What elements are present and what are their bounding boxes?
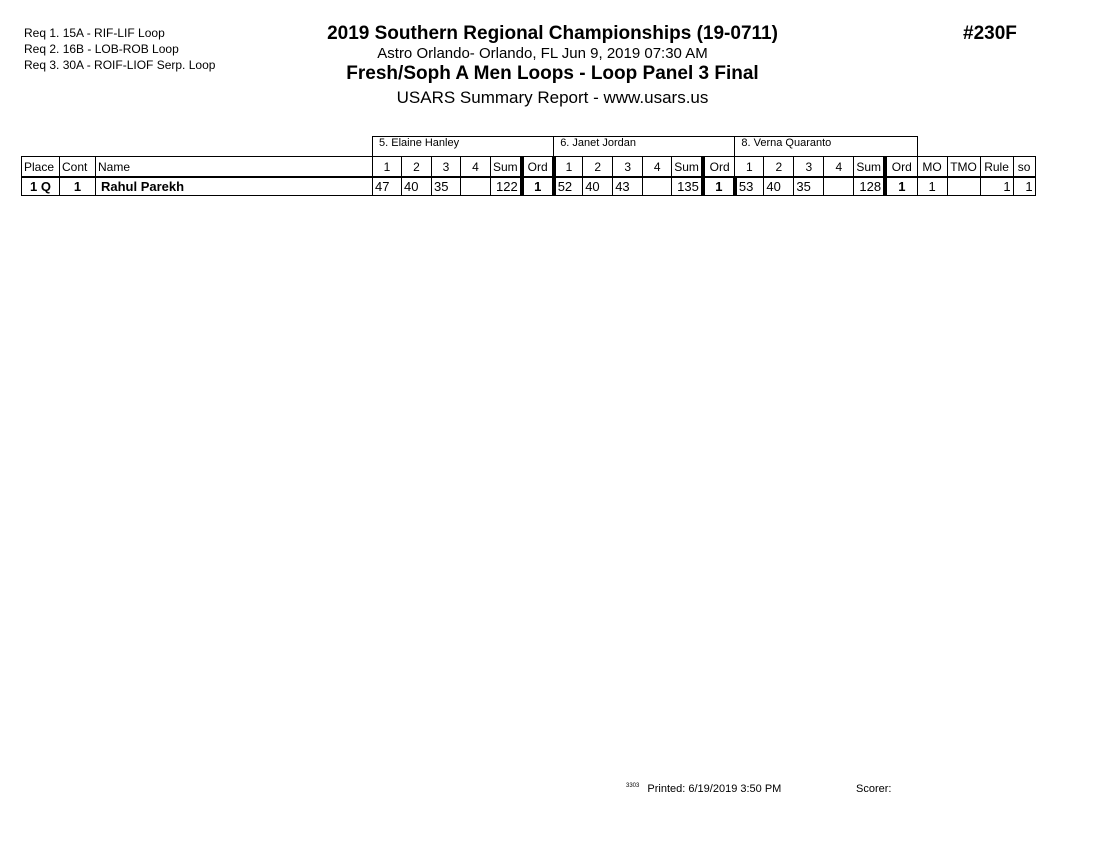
j1-score-4 bbox=[460, 176, 491, 196]
col-j2-1: 1 bbox=[551, 156, 584, 178]
venue-date: Astro Orlando- Orlando, FL Jun 9, 2019 0… bbox=[377, 45, 708, 62]
col-j3-3: 3 bbox=[793, 156, 825, 178]
report-title: USARS Summary Report - www.usars.us bbox=[396, 88, 709, 107]
j1-sum: 122 bbox=[489, 176, 523, 196]
competition-title: 2019 Southern Regional Championships (19… bbox=[327, 23, 778, 44]
judge-header-row: 5. Elaine Hanley 6. Janet Jordan 8. Vern… bbox=[21, 136, 1036, 157]
j2-ord: 1 bbox=[700, 176, 736, 196]
scorer-label: Scorer: bbox=[856, 783, 892, 795]
col-mo: MO bbox=[916, 156, 948, 178]
j1-score-1: 47 bbox=[372, 176, 402, 196]
report-header: 2019 Southern Regional Championships (19… bbox=[300, 23, 805, 110]
col-rule: Rule bbox=[979, 156, 1014, 178]
j3-score-2: 40 bbox=[763, 176, 795, 196]
j1-ord: 1 bbox=[519, 176, 555, 196]
j2-score-3: 43 bbox=[612, 176, 644, 196]
col-j1-1: 1 bbox=[372, 156, 402, 178]
col-name: Name bbox=[95, 156, 373, 178]
so-cell: 1 bbox=[1012, 176, 1036, 196]
requirements-list: Req 1. 15A - RIF-LIF Loop Req 2. 16B - L… bbox=[24, 25, 215, 73]
col-tmo: TMO bbox=[946, 156, 981, 178]
cont-cell: 1 bbox=[59, 176, 96, 196]
col-j1-3: 3 bbox=[431, 156, 461, 178]
j2-score-1: 52 bbox=[551, 176, 584, 196]
col-j2-3: 3 bbox=[612, 156, 644, 178]
requirement-3: Req 3. 30A - ROIF-LIOF Serp. Loop bbox=[24, 58, 216, 72]
column-header-row: Place Cont Name 1 2 3 4 Sum Ord 1 2 3 4 … bbox=[21, 156, 1036, 178]
col-j3-2: 2 bbox=[763, 156, 795, 178]
col-so: so bbox=[1012, 156, 1036, 178]
col-j2-ord: Ord bbox=[700, 156, 736, 178]
j2-sum: 135 bbox=[671, 176, 704, 196]
printed-timestamp: Printed: 6/19/2019 3:50 PM bbox=[647, 783, 782, 795]
col-cont: Cont bbox=[59, 156, 96, 178]
judge-2-name: 6. Janet Jordan bbox=[553, 136, 736, 157]
footer-code: 3303 bbox=[626, 783, 640, 789]
tmo-cell bbox=[946, 176, 981, 196]
col-j2-4: 4 bbox=[642, 156, 673, 178]
col-j3-sum: Sum bbox=[853, 156, 886, 178]
col-j3-4: 4 bbox=[823, 156, 855, 178]
col-j1-2: 2 bbox=[401, 156, 432, 178]
j3-score-1: 53 bbox=[732, 176, 765, 196]
col-place: Place bbox=[21, 156, 60, 178]
event-title: Fresh/Soph A Men Loops - Loop Panel 3 Fi… bbox=[346, 63, 759, 84]
j3-score-3: 35 bbox=[793, 176, 825, 196]
col-j2-2: 2 bbox=[582, 156, 614, 178]
j2-score-4 bbox=[642, 176, 673, 196]
j3-score-4 bbox=[823, 176, 855, 196]
col-j2-sum: Sum bbox=[671, 156, 704, 178]
j3-ord: 1 bbox=[883, 176, 918, 196]
col-j1-sum: Sum bbox=[489, 156, 523, 178]
col-j1-4: 4 bbox=[460, 156, 491, 178]
j1-score-2: 40 bbox=[401, 176, 432, 196]
judge-1-name: 5. Elaine Hanley bbox=[371, 136, 555, 157]
requirement-2: Req 2. 16B - LOB-ROB Loop bbox=[24, 42, 179, 56]
col-j3-1: 1 bbox=[734, 156, 765, 178]
col-j3-ord: Ord bbox=[883, 156, 918, 178]
rule-cell: 1 bbox=[979, 176, 1014, 196]
event-number: #230F bbox=[963, 23, 1017, 44]
place-cell: 1 Q bbox=[21, 176, 60, 196]
printed-info: 3303 Printed: 6/19/2019 3:50 PM bbox=[626, 783, 781, 795]
j1-score-3: 35 bbox=[431, 176, 461, 196]
j3-sum: 128 bbox=[853, 176, 886, 196]
col-j1-ord: Ord bbox=[519, 156, 555, 178]
j2-score-2: 40 bbox=[582, 176, 614, 196]
skater-name: Rahul Parekh bbox=[95, 176, 373, 196]
requirement-1: Req 1. 15A - RIF-LIF Loop bbox=[24, 26, 165, 40]
mo-cell: 1 bbox=[916, 176, 948, 196]
results-table: 5. Elaine Hanley 6. Janet Jordan 8. Vern… bbox=[21, 136, 1036, 196]
table-row: 1 Q 1 Rahul Parekh 47 40 35 122 1 52 40 … bbox=[21, 176, 1036, 196]
judge-3-name: 8. Verna Quaranto bbox=[734, 136, 918, 157]
